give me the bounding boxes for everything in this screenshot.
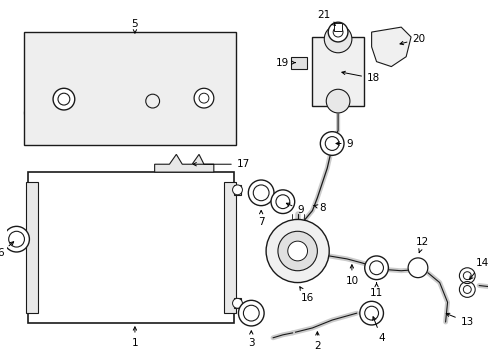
Text: 4: 4 <box>372 317 384 343</box>
Circle shape <box>265 220 328 283</box>
Bar <box>24 32 235 145</box>
Text: 2: 2 <box>313 332 320 351</box>
Circle shape <box>248 180 273 206</box>
Text: 7: 7 <box>257 211 264 228</box>
Circle shape <box>364 256 387 280</box>
Polygon shape <box>312 37 363 106</box>
Circle shape <box>277 231 317 271</box>
Polygon shape <box>154 154 213 172</box>
Bar <box>233 185 241 195</box>
Circle shape <box>53 88 75 110</box>
Text: 12: 12 <box>415 237 428 253</box>
Text: 13: 13 <box>446 313 473 327</box>
Text: 15: 15 <box>0 359 1 360</box>
Text: 11: 11 <box>369 283 383 298</box>
Text: 10: 10 <box>345 265 358 285</box>
Text: 19: 19 <box>276 58 295 68</box>
Bar <box>223 182 235 313</box>
Text: 1: 1 <box>131 327 138 348</box>
Circle shape <box>287 241 307 261</box>
Text: 18: 18 <box>341 71 380 84</box>
Text: 6: 6 <box>0 242 14 258</box>
Circle shape <box>327 22 347 42</box>
Circle shape <box>324 25 351 53</box>
Text: 9: 9 <box>335 139 352 149</box>
Circle shape <box>270 190 294 213</box>
Circle shape <box>325 89 349 113</box>
Bar <box>333 23 341 31</box>
Bar <box>28 172 233 323</box>
Text: 17: 17 <box>193 159 249 169</box>
Polygon shape <box>371 27 410 67</box>
Circle shape <box>232 298 242 308</box>
Circle shape <box>359 301 383 325</box>
Bar <box>290 57 306 68</box>
Text: 21: 21 <box>317 10 335 26</box>
Text: 3: 3 <box>247 331 254 348</box>
Text: 5: 5 <box>131 19 138 33</box>
Text: 16: 16 <box>299 287 313 303</box>
Circle shape <box>194 88 213 108</box>
Bar <box>233 298 241 308</box>
Bar <box>26 182 38 313</box>
Text: 20: 20 <box>399 34 425 45</box>
Circle shape <box>320 132 343 156</box>
Circle shape <box>4 226 29 252</box>
Text: 14: 14 <box>468 258 488 279</box>
Circle shape <box>407 258 427 278</box>
Text: 9: 9 <box>286 203 304 215</box>
Circle shape <box>238 300 264 326</box>
Circle shape <box>232 185 242 195</box>
Text: 8: 8 <box>313 203 325 213</box>
